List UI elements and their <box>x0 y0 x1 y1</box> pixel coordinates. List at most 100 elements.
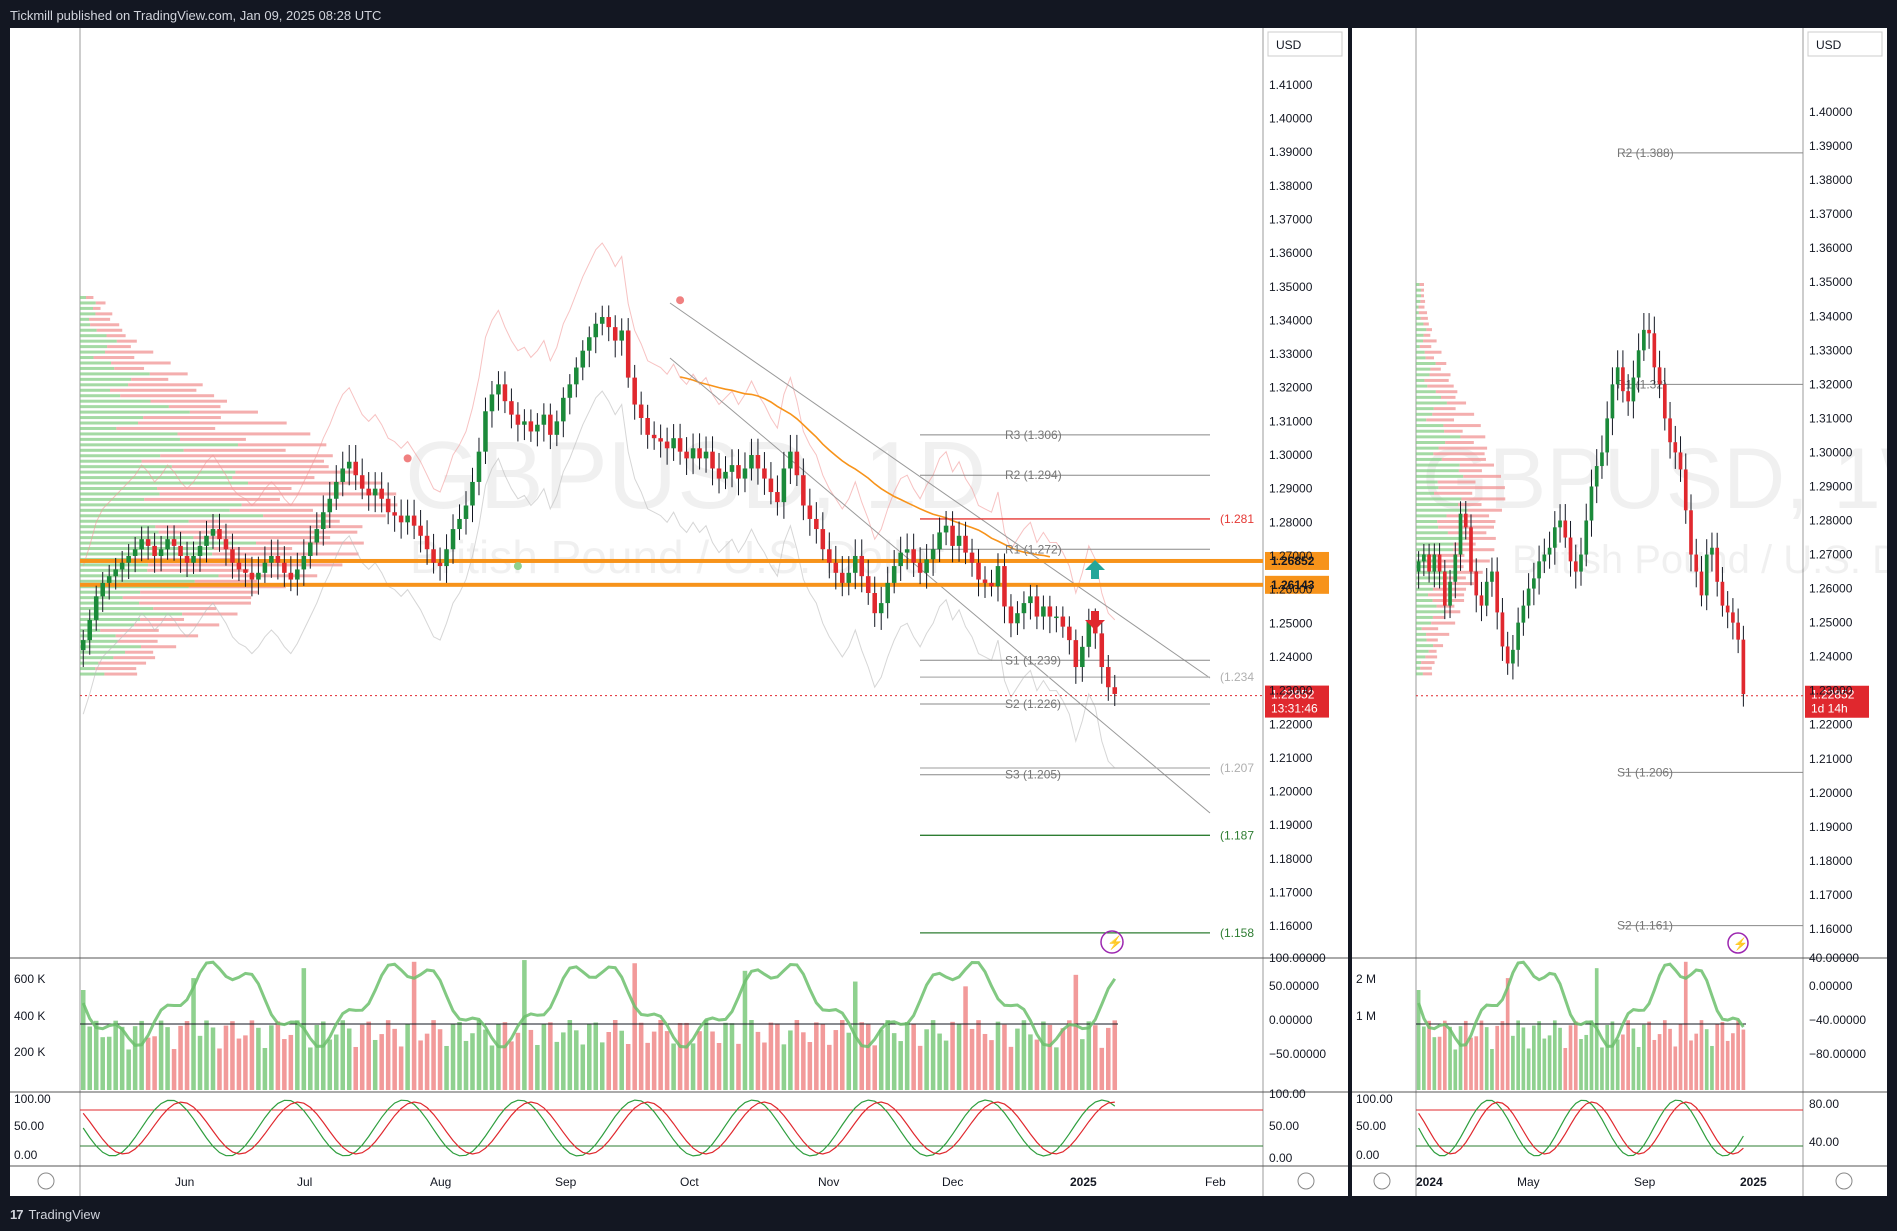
candle-up <box>586 337 592 351</box>
volume-bar <box>1563 1047 1568 1090</box>
lightning-icon[interactable] <box>1100 930 1124 954</box>
volume-bar <box>191 978 196 1090</box>
candle-down <box>1647 329 1651 334</box>
volume-profile-bar-up <box>80 416 144 420</box>
auto-scale-button-weekly[interactable] <box>1835 1172 1853 1190</box>
candle-up <box>256 572 261 580</box>
volume-profile-bar-up <box>80 503 242 507</box>
candle-up <box>457 518 462 530</box>
volume-bar <box>690 1043 696 1090</box>
time-axis-label: 2024 <box>1416 1175 1443 1189</box>
stoch-axis-label-left: 100.00 <box>14 1092 51 1106</box>
candle-down <box>1725 605 1730 613</box>
volume-profile-bar-down <box>1433 407 1456 411</box>
candle-down <box>658 438 663 442</box>
oscillator-axis-label: −40.00000 <box>1809 1013 1866 1027</box>
candle-down <box>509 401 514 415</box>
candle-down <box>1736 622 1740 640</box>
volume-bar <box>885 1020 890 1090</box>
volume-bar <box>359 1024 365 1090</box>
candle-down <box>736 465 741 479</box>
volume-profile-bar-down <box>1424 350 1442 354</box>
volume-bar <box>930 1020 936 1090</box>
volume-bar <box>794 1020 800 1090</box>
volume-bar <box>1720 1021 1725 1090</box>
candle-up <box>1526 588 1531 606</box>
oscillator-axis-label: 40.00000 <box>1809 951 1859 965</box>
oscillator-axis-label: 0.00000 <box>1809 979 1853 993</box>
volume-profile-bar-down <box>140 617 185 621</box>
arrow-up-icon <box>1085 560 1105 579</box>
candle-up <box>1453 554 1458 582</box>
volume-profile-bar-down <box>141 459 324 463</box>
volume-profile-bar-up <box>1416 339 1424 343</box>
candle-up <box>619 330 624 341</box>
auto-scale-button[interactable] <box>1297 1172 1315 1190</box>
stoch-k-line <box>1418 1099 1744 1157</box>
volume-profile-bar-down <box>1428 649 1437 653</box>
daily-chart-panel[interactable]: GBPUSD, 1D British Pound / U.S. Dollar U… <box>10 28 1348 1196</box>
volume-bar <box>1479 1020 1484 1090</box>
volume-bar <box>1500 1021 1505 1090</box>
price-tick-label: 1.31000 <box>1809 411 1853 425</box>
volume-bar <box>904 1022 910 1090</box>
volume-profile-bar-down <box>1438 446 1488 450</box>
volume-bar <box>1469 1037 1473 1090</box>
oscillator-axis-label: 0.00000 <box>1269 1013 1313 1027</box>
price-tick-label: 1.18000 <box>1809 854 1853 868</box>
volume-profile-bar-down <box>1436 604 1455 608</box>
candle-down <box>840 572 845 583</box>
volume-bar <box>1453 1049 1458 1090</box>
candle-up <box>1558 520 1562 528</box>
daily-chart[interactable]: GBPUSD, 1D British Pound / U.S. Dollar U… <box>10 28 1348 1196</box>
volume-profile-bar-down <box>194 579 258 583</box>
volume-bar <box>327 1039 333 1090</box>
lightning-icon-weekly[interactable] <box>1727 932 1749 954</box>
volume-profile-bar-down <box>1426 328 1432 332</box>
volume-profile-bar-up <box>80 525 156 529</box>
volume-bar <box>606 1032 612 1090</box>
candle-down <box>1731 612 1735 623</box>
stoch-axis-label-right: 100.00 <box>1269 1087 1306 1101</box>
volume-profile-bar-down <box>149 372 188 376</box>
price-tick-label: 1.17000 <box>1809 888 1853 902</box>
pivot-low-dot <box>513 562 522 571</box>
candle-up <box>346 461 352 469</box>
currency-label-weekly: USD <box>1816 38 1842 52</box>
volume-profile-bar-down <box>1438 486 1505 490</box>
volume-bar <box>522 960 527 1090</box>
volume-bar <box>126 1049 131 1090</box>
timezone-button-weekly[interactable] <box>1373 1172 1391 1190</box>
volume-profile-bar-down <box>1454 570 1483 574</box>
price-tick-label: 1.24000 <box>1809 650 1853 664</box>
volume-profile-bar-down <box>1435 559 1490 563</box>
candle-down <box>1047 606 1053 617</box>
volume-bar <box>891 1033 897 1090</box>
volume-bar <box>385 1020 391 1090</box>
volume-profile-bar-up <box>80 547 214 551</box>
volume-bar <box>366 1021 371 1090</box>
volume-profile-bar-up <box>1416 469 1459 473</box>
weekly-chart-panel[interactable]: GBPUSD, 1W British Pound / U.S. Dollar U… <box>1352 28 1887 1196</box>
candle-down <box>1437 554 1442 572</box>
price-tick-label: 1.33000 <box>1269 347 1313 361</box>
footer-brand: TradingView <box>28 1207 101 1222</box>
volume-profile-bar-up <box>80 650 126 654</box>
volume-bar <box>1589 1020 1594 1090</box>
volume-profile-bar-down <box>235 470 358 474</box>
time-axis-label: 2025 <box>1070 1175 1097 1189</box>
volume-profile-bar-down <box>104 350 154 354</box>
candle-down <box>392 512 397 516</box>
volume-bar <box>937 1033 942 1090</box>
oscillator-axis-label: 50.00000 <box>1269 979 1319 993</box>
price-tick-label: 1.26000 <box>1269 583 1313 597</box>
key-level-badge <box>1265 551 1329 570</box>
volume-bar <box>846 1032 852 1090</box>
timezone-button[interactable] <box>37 1172 55 1190</box>
candle-down <box>612 327 618 341</box>
volume-profile-bar-down <box>106 334 126 338</box>
candle-up <box>898 552 903 567</box>
volume-profile-bar-down <box>1420 316 1428 320</box>
volume-bar <box>742 970 748 1090</box>
weekly-chart[interactable]: GBPUSD, 1W British Pound / U.S. Dollar U… <box>1352 28 1887 1196</box>
